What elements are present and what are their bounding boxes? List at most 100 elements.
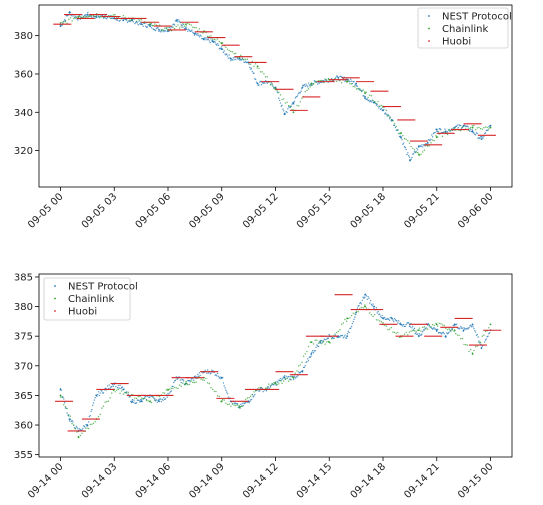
data-point <box>119 384 121 386</box>
data-point <box>370 313 373 316</box>
x-tick-label: 09-05 15 <box>295 191 335 231</box>
data-point <box>397 331 399 334</box>
data-point <box>227 396 230 398</box>
data-point <box>481 136 483 138</box>
data-point <box>378 320 381 322</box>
data-point <box>371 304 373 307</box>
data-point <box>112 385 115 387</box>
data-point <box>127 393 130 395</box>
data-point <box>216 375 218 377</box>
data-point <box>405 138 407 141</box>
data-point <box>479 128 482 130</box>
x-tick-label: 09-05 12 <box>241 191 281 231</box>
data-point <box>271 84 273 86</box>
data-point <box>473 327 475 330</box>
x-tick-label: 09-06 00 <box>456 191 496 231</box>
data-point <box>436 325 439 327</box>
data-point <box>107 387 110 390</box>
data-point <box>84 14 87 16</box>
data-point <box>203 30 206 32</box>
data-point <box>251 393 254 396</box>
data-point <box>70 14 72 17</box>
data-point <box>483 135 485 137</box>
data-point <box>293 100 296 102</box>
data-point <box>198 372 201 374</box>
data-point <box>264 82 266 84</box>
data-point <box>163 397 165 399</box>
data-point <box>241 405 244 407</box>
data-point <box>240 59 243 61</box>
data-point <box>380 316 383 319</box>
data-point <box>279 102 282 104</box>
data-point <box>226 391 228 393</box>
data-point <box>185 23 187 26</box>
data-point <box>428 145 431 147</box>
data-point <box>431 136 434 138</box>
data-point <box>86 16 88 18</box>
data-point <box>208 35 211 38</box>
data-point <box>172 387 174 390</box>
data-point <box>355 83 357 86</box>
data-point <box>114 391 116 393</box>
data-point <box>410 158 412 160</box>
data-point <box>417 149 419 151</box>
data-point <box>383 316 386 319</box>
data-point <box>97 15 100 17</box>
data-point <box>137 24 139 26</box>
data-point <box>224 387 226 389</box>
data-point <box>314 81 316 83</box>
data-point <box>177 24 179 26</box>
data-point <box>218 40 220 43</box>
data-point <box>420 334 422 336</box>
data-point <box>428 324 431 326</box>
data-point <box>205 377 207 380</box>
data-point <box>388 328 391 330</box>
data-point <box>362 307 364 309</box>
data-point <box>346 317 349 320</box>
data-point <box>364 296 366 298</box>
data-point <box>359 301 362 304</box>
x-tick-label: 09-05 03 <box>80 191 120 231</box>
data-point <box>450 329 452 332</box>
data-point <box>460 129 462 132</box>
data-point <box>411 327 413 329</box>
data-point <box>225 46 227 49</box>
data-point <box>220 47 222 50</box>
data-point <box>411 156 413 159</box>
data-point <box>401 324 403 326</box>
data-point <box>388 118 391 120</box>
data-point <box>281 104 283 107</box>
data-point <box>388 319 391 322</box>
data-point <box>79 434 82 437</box>
data-point <box>474 134 477 136</box>
data-point <box>94 397 96 399</box>
data-point <box>352 312 354 314</box>
y-tick-label: 385 <box>14 272 33 283</box>
data-point <box>192 381 194 384</box>
data-point <box>331 77 333 80</box>
data-point <box>283 375 286 377</box>
data-point <box>85 424 87 426</box>
data-point <box>407 334 409 336</box>
data-point <box>213 390 216 392</box>
data-point <box>286 377 288 380</box>
data-point <box>451 328 454 330</box>
data-point <box>215 390 217 393</box>
data-point <box>144 25 147 27</box>
data-point <box>366 98 368 100</box>
data-point <box>76 426 78 429</box>
data-point <box>445 327 447 330</box>
data-point <box>443 324 445 327</box>
data-point <box>205 39 207 41</box>
data-point <box>185 25 187 27</box>
data-point <box>459 327 461 329</box>
data-point <box>197 33 199 35</box>
data-point <box>397 129 399 131</box>
data-point <box>396 320 398 322</box>
data-point <box>140 19 143 21</box>
data-point <box>471 129 474 131</box>
data-point <box>307 358 309 360</box>
data-point <box>482 137 484 139</box>
data-point <box>449 130 451 132</box>
legend-entry: NEST Protocol <box>68 282 138 293</box>
